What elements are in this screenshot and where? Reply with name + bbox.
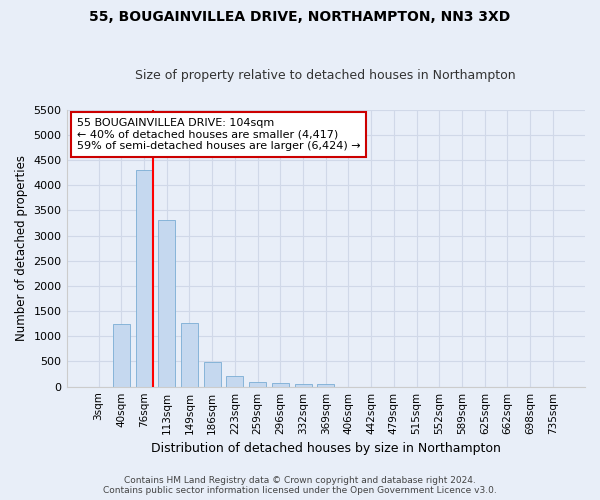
Bar — [272, 383, 289, 386]
Bar — [226, 376, 244, 386]
Text: 55, BOUGAINVILLEA DRIVE, NORTHAMPTON, NN3 3XD: 55, BOUGAINVILLEA DRIVE, NORTHAMPTON, NN… — [89, 10, 511, 24]
Bar — [136, 170, 152, 386]
X-axis label: Distribution of detached houses by size in Northampton: Distribution of detached houses by size … — [151, 442, 501, 455]
Bar — [158, 220, 175, 386]
Bar — [203, 362, 221, 386]
Text: 55 BOUGAINVILLEA DRIVE: 104sqm
← 40% of detached houses are smaller (4,417)
59% : 55 BOUGAINVILLEA DRIVE: 104sqm ← 40% of … — [77, 118, 361, 151]
Bar — [295, 384, 311, 386]
Bar — [181, 322, 198, 386]
Y-axis label: Number of detached properties: Number of detached properties — [15, 155, 28, 341]
Bar — [317, 384, 334, 386]
Title: Size of property relative to detached houses in Northampton: Size of property relative to detached ho… — [136, 69, 516, 82]
Bar — [249, 382, 266, 386]
Bar — [113, 324, 130, 386]
Text: Contains HM Land Registry data © Crown copyright and database right 2024.
Contai: Contains HM Land Registry data © Crown c… — [103, 476, 497, 495]
